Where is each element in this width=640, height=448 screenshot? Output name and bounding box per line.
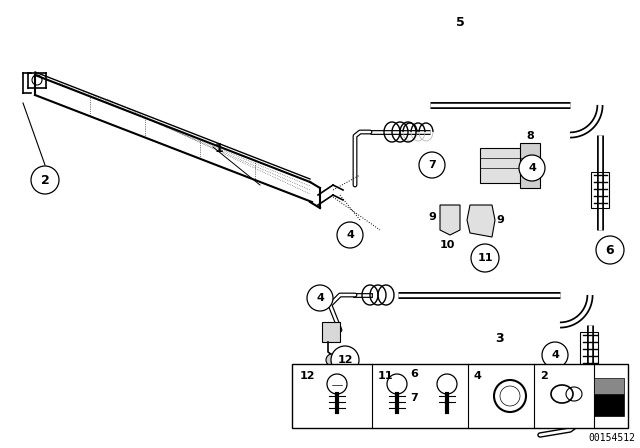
Text: 4: 4 <box>474 371 482 381</box>
Text: 8: 8 <box>526 131 534 141</box>
Circle shape <box>331 346 359 374</box>
Text: 10: 10 <box>439 240 454 250</box>
Bar <box>594 378 624 394</box>
Bar <box>292 364 628 428</box>
Circle shape <box>31 166 59 194</box>
Text: 4: 4 <box>528 163 536 173</box>
Bar <box>520 143 540 188</box>
Text: 6: 6 <box>410 369 418 379</box>
Circle shape <box>326 354 338 366</box>
Text: 3: 3 <box>496 332 504 345</box>
Circle shape <box>337 222 363 248</box>
Text: 11: 11 <box>477 253 493 263</box>
Text: 12: 12 <box>337 355 353 365</box>
Text: 7: 7 <box>410 393 418 403</box>
Circle shape <box>596 236 624 264</box>
Bar <box>322 322 340 342</box>
Bar <box>580 332 598 368</box>
Text: 6: 6 <box>605 244 614 257</box>
Text: 5: 5 <box>456 16 465 29</box>
Polygon shape <box>440 205 460 235</box>
Circle shape <box>471 244 499 272</box>
Bar <box>591 172 609 208</box>
Text: 4: 4 <box>316 293 324 303</box>
Text: 2: 2 <box>40 173 49 186</box>
Text: 4: 4 <box>551 350 559 360</box>
Circle shape <box>307 285 333 311</box>
Text: 12: 12 <box>300 371 316 381</box>
Text: 9: 9 <box>496 215 504 225</box>
Text: 00154512: 00154512 <box>588 433 635 443</box>
Circle shape <box>419 152 445 178</box>
Text: 9: 9 <box>428 212 436 222</box>
Circle shape <box>542 342 568 368</box>
Bar <box>594 394 624 416</box>
Text: 4: 4 <box>346 230 354 240</box>
Text: 11: 11 <box>378 371 394 381</box>
Text: 2: 2 <box>540 371 548 381</box>
Text: 1: 1 <box>215 142 224 155</box>
Polygon shape <box>467 205 495 237</box>
Text: 7: 7 <box>428 160 436 170</box>
Bar <box>480 148 525 183</box>
Circle shape <box>519 155 545 181</box>
